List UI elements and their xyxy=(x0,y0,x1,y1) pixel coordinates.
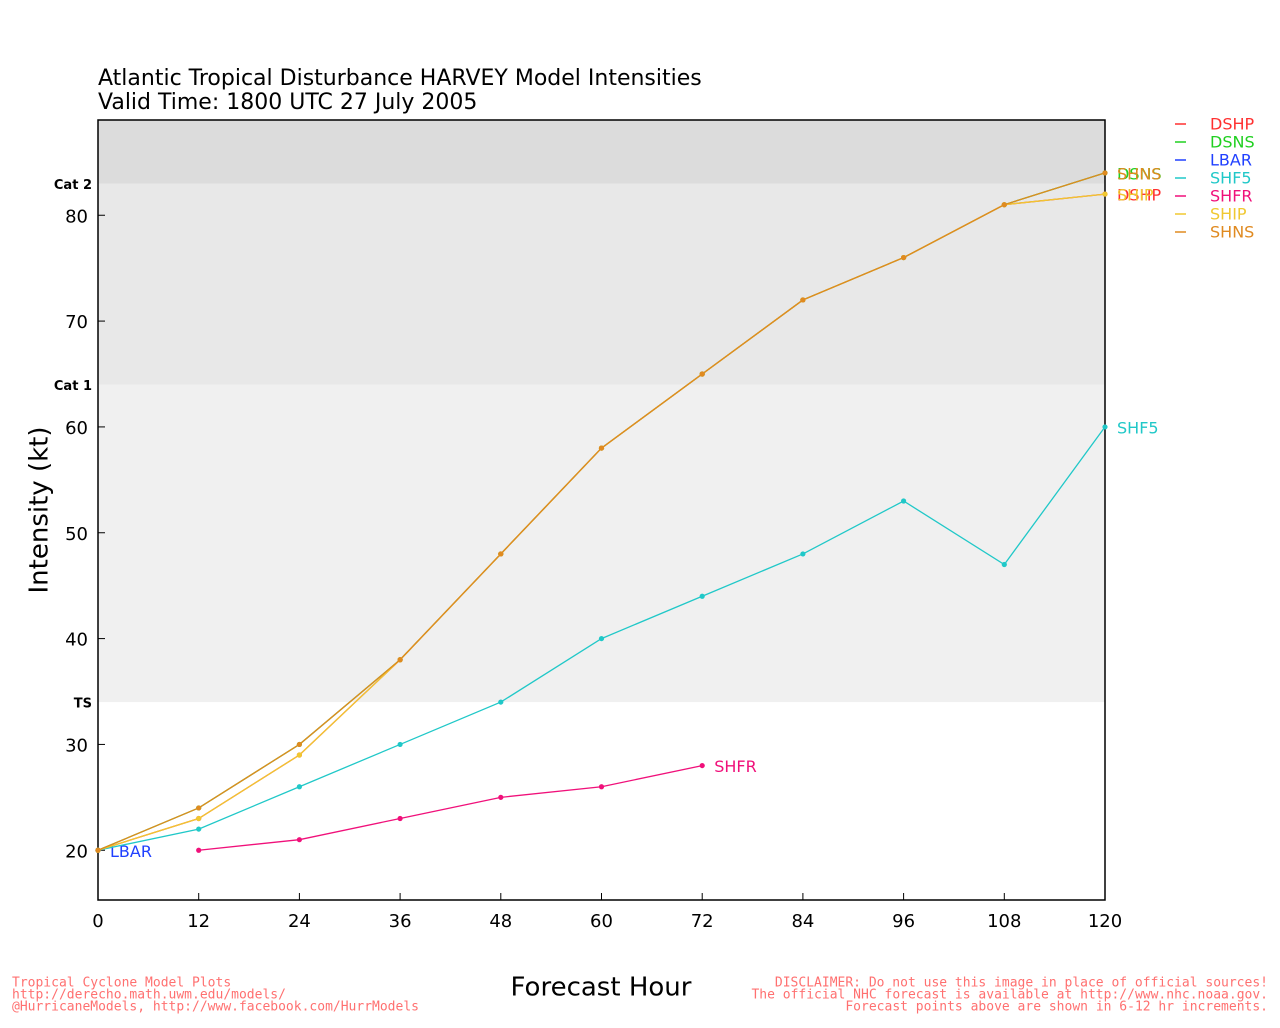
x-tick-label: 120 xyxy=(1088,911,1122,932)
x-tick-label: 96 xyxy=(892,911,915,932)
data-point xyxy=(1001,202,1007,208)
x-tick-label: 84 xyxy=(791,911,814,932)
data-point xyxy=(1102,191,1108,197)
x-tick-label: 24 xyxy=(288,911,311,932)
x-tick-label: 0 xyxy=(92,911,103,932)
data-point xyxy=(598,784,605,790)
data-point xyxy=(800,297,806,303)
legend-label: SHFR xyxy=(1210,187,1253,206)
series-end-label: SHIP xyxy=(1117,186,1154,205)
data-point xyxy=(1102,170,1108,176)
y-tick-label: 50 xyxy=(65,524,88,545)
footer-left: @HurricaneModels, http://www.facebook.co… xyxy=(12,1000,419,1015)
band-label: Cat 2 xyxy=(54,178,92,193)
y-tick-label: 60 xyxy=(65,418,88,439)
intensity-band xyxy=(98,120,1105,184)
series-end-label: SHNS xyxy=(1117,164,1161,183)
chart-subtitle: Valid Time: 1800 UTC 27 July 2005 xyxy=(98,90,477,115)
y-axis-label: Intensity (kt) xyxy=(25,427,55,594)
chart-title: Atlantic Tropical Disturbance HARVEY Mod… xyxy=(98,66,702,91)
data-point xyxy=(498,794,504,800)
data-point xyxy=(699,371,705,377)
intensity-band xyxy=(98,183,1105,385)
data-point xyxy=(1001,561,1007,568)
x-axis-label: Forecast Hour xyxy=(511,973,692,1003)
x-tick-label: 36 xyxy=(389,911,412,932)
data-point xyxy=(699,762,705,769)
legend-label: SHIP xyxy=(1210,205,1247,224)
y-tick-label: 30 xyxy=(65,735,88,756)
footer-right: DISCLAIMER: Do not use this image in pla… xyxy=(775,976,1268,991)
data-point xyxy=(196,847,202,853)
data-point xyxy=(296,837,302,843)
data-point xyxy=(397,741,403,748)
band-label: TS xyxy=(74,697,92,712)
footer-left: http://derecho.math.uwm.edu/models/ xyxy=(12,988,286,1003)
data-point xyxy=(95,847,101,853)
data-point xyxy=(397,657,403,663)
data-point xyxy=(800,551,806,557)
data-point xyxy=(196,815,202,822)
x-tick-label: 108 xyxy=(987,911,1021,932)
x-tick-label: 72 xyxy=(691,911,714,932)
legend-label: SHNS xyxy=(1210,223,1254,242)
band-label: Cat 1 xyxy=(54,379,92,394)
data-point xyxy=(296,784,302,790)
legend-label: SHF5 xyxy=(1210,169,1252,188)
data-point xyxy=(598,445,605,451)
series-end-label: DSNS xyxy=(1117,164,1162,183)
x-tick-label: 48 xyxy=(489,911,512,932)
y-tick-label: 40 xyxy=(65,630,88,651)
legend-label: LBAR xyxy=(1210,151,1252,170)
legend-label: DSNS xyxy=(1210,133,1255,152)
series-end-label: SHF5 xyxy=(1117,418,1159,437)
series-line xyxy=(198,764,703,851)
series-end-label: LBAR xyxy=(110,842,152,861)
data-point xyxy=(196,805,202,811)
series-end-label: SHFR xyxy=(714,757,757,776)
data-point xyxy=(901,498,907,504)
data-point xyxy=(901,254,907,261)
footer-right: Forecast points above are shown in 6-12 … xyxy=(845,1000,1268,1015)
y-tick-label: 70 xyxy=(65,312,88,333)
data-point xyxy=(296,752,302,758)
data-point xyxy=(498,551,504,557)
data-point xyxy=(699,593,705,599)
y-tick-label: 80 xyxy=(65,206,88,227)
footer-right: The official NHC forecast is available a… xyxy=(751,988,1268,1003)
legend-label: DSHP xyxy=(1210,115,1255,134)
data-point xyxy=(196,826,202,832)
footer-left: Tropical Cyclone Model Plots xyxy=(12,976,231,991)
data-point xyxy=(1102,424,1108,430)
intensity-band xyxy=(98,384,1105,703)
series-end-label: DSHP xyxy=(1117,186,1162,205)
data-point xyxy=(498,699,504,705)
data-point xyxy=(397,815,403,822)
data-point xyxy=(598,635,605,642)
x-tick-label: 60 xyxy=(590,911,613,932)
data-point xyxy=(296,741,302,748)
y-tick-label: 20 xyxy=(65,841,88,862)
x-tick-label: 12 xyxy=(187,911,210,932)
